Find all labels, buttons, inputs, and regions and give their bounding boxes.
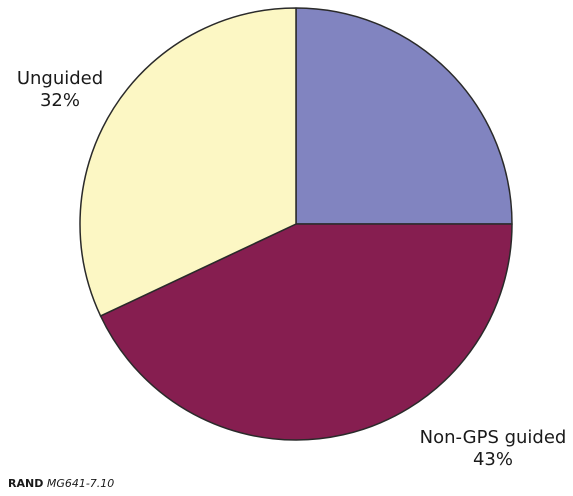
slice-percent-non-gps-guided: 43% (473, 449, 513, 470)
slice-label-unguided: Unguided (17, 68, 103, 89)
pie-slice-unlabeled (295, 7, 513, 225)
slice-percent-unguided: 32% (40, 90, 80, 111)
pie-slice-non-gps-guided (99, 223, 513, 441)
source-note: RAND MG641-7.10 (8, 477, 114, 490)
pie-slice-unguided (79, 7, 297, 317)
source-code: MG641-7.10 (46, 477, 115, 490)
pie-slices (79, 7, 513, 441)
source-org: RAND (8, 477, 44, 490)
slice-label-non-gps-guided: Non-GPS guided (420, 427, 567, 448)
